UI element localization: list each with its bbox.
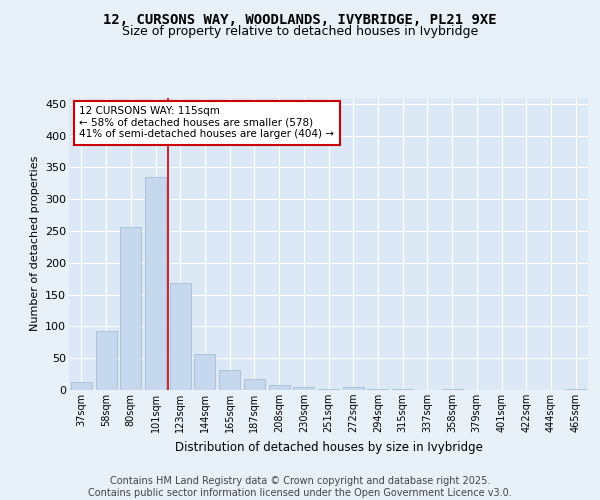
- Y-axis label: Number of detached properties: Number of detached properties: [29, 156, 40, 332]
- Bar: [269, 385, 290, 390]
- Bar: [170, 283, 191, 390]
- Bar: [71, 382, 92, 390]
- Bar: [219, 370, 240, 390]
- Bar: [343, 388, 364, 390]
- X-axis label: Distribution of detached houses by size in Ivybridge: Distribution of detached houses by size …: [175, 440, 482, 454]
- Bar: [244, 378, 265, 390]
- Bar: [145, 177, 166, 390]
- Text: 12, CURSONS WAY, WOODLANDS, IVYBRIDGE, PL21 9XE: 12, CURSONS WAY, WOODLANDS, IVYBRIDGE, P…: [103, 12, 497, 26]
- Text: 12 CURSONS WAY: 115sqm
← 58% of detached houses are smaller (578)
41% of semi-de: 12 CURSONS WAY: 115sqm ← 58% of detached…: [79, 106, 334, 140]
- Bar: [120, 226, 141, 390]
- Bar: [95, 331, 116, 390]
- Text: Contains HM Land Registry data © Crown copyright and database right 2025.
Contai: Contains HM Land Registry data © Crown c…: [88, 476, 512, 498]
- Bar: [293, 387, 314, 390]
- Text: Size of property relative to detached houses in Ivybridge: Size of property relative to detached ho…: [122, 25, 478, 38]
- Bar: [194, 354, 215, 390]
